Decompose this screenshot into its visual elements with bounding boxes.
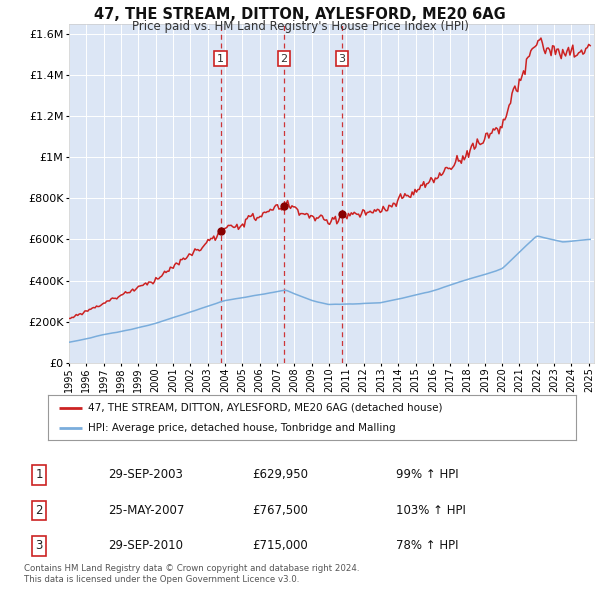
Text: Contains HM Land Registry data © Crown copyright and database right 2024.: Contains HM Land Registry data © Crown c… bbox=[24, 565, 359, 573]
Text: 3: 3 bbox=[35, 539, 43, 552]
Text: 2: 2 bbox=[280, 54, 287, 64]
Text: 99% ↑ HPI: 99% ↑ HPI bbox=[396, 468, 458, 481]
Text: 47, THE STREAM, DITTON, AYLESFORD, ME20 6AG: 47, THE STREAM, DITTON, AYLESFORD, ME20 … bbox=[94, 7, 506, 22]
Text: 78% ↑ HPI: 78% ↑ HPI bbox=[396, 539, 458, 552]
Text: 29-SEP-2003: 29-SEP-2003 bbox=[108, 468, 183, 481]
Text: 25-MAY-2007: 25-MAY-2007 bbox=[108, 504, 184, 517]
Text: Price paid vs. HM Land Registry's House Price Index (HPI): Price paid vs. HM Land Registry's House … bbox=[131, 20, 469, 33]
Text: 1: 1 bbox=[35, 468, 43, 481]
Text: 103% ↑ HPI: 103% ↑ HPI bbox=[396, 504, 466, 517]
Text: £767,500: £767,500 bbox=[252, 504, 308, 517]
Text: £715,000: £715,000 bbox=[252, 539, 308, 552]
Text: 1: 1 bbox=[217, 54, 224, 64]
Text: HPI: Average price, detached house, Tonbridge and Malling: HPI: Average price, detached house, Tonb… bbox=[88, 424, 395, 434]
Text: 29-SEP-2010: 29-SEP-2010 bbox=[108, 539, 183, 552]
Text: £629,950: £629,950 bbox=[252, 468, 308, 481]
Text: 47, THE STREAM, DITTON, AYLESFORD, ME20 6AG (detached house): 47, THE STREAM, DITTON, AYLESFORD, ME20 … bbox=[88, 403, 442, 412]
Text: 3: 3 bbox=[338, 54, 346, 64]
Text: 2: 2 bbox=[35, 504, 43, 517]
Text: This data is licensed under the Open Government Licence v3.0.: This data is licensed under the Open Gov… bbox=[24, 575, 299, 584]
